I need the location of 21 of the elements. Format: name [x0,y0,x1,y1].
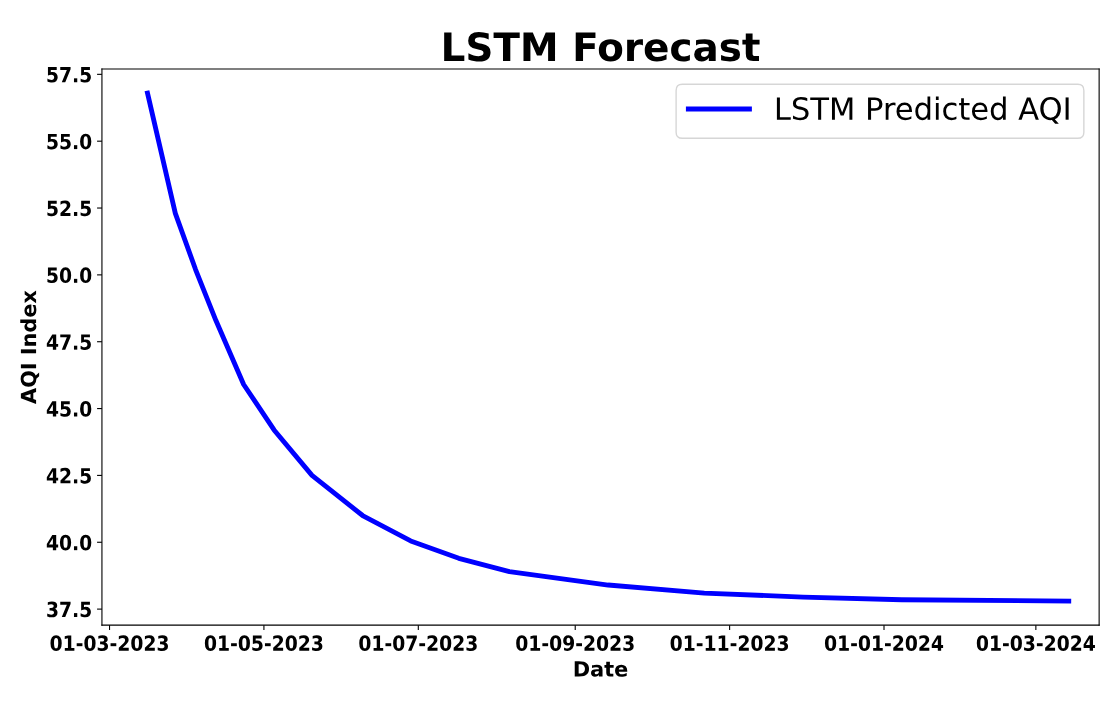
x-tick-label: 01-03-2024 [976,635,1095,651]
y-tick-label: 37.5 [47,601,91,618]
chart-title: LSTM Forecast [444,32,760,62]
x-tick-label: 01-05-2023 [204,635,323,651]
y-tick-label: 57.5 [47,67,91,83]
x-tick-label: 01-11-2023 [670,635,789,651]
y-tick-label: 42.5 [46,467,91,484]
y-tick-label: 52.5 [47,200,91,217]
y-tick-label: 40.0 [46,534,92,551]
y-tick-label: 47.5 [46,334,91,350]
legend-label: LSTM Predicted AQI [776,96,1069,124]
x-tick-label: 01-07-2023 [359,635,477,651]
y-axis-title: AQI Index [20,290,40,404]
y-tick-label: 50.0 [47,267,92,284]
line-series [145,90,1072,604]
y-tick-label: 45.0 [46,401,92,417]
x-axis-title: Date [574,661,628,677]
x-tick-label: 01-01-2024 [824,635,944,651]
x-tick-label: 01-09-2023 [516,635,634,651]
x-tick-label: 01-03-2023 [50,635,168,651]
y-tick-label: 55.0 [47,133,92,150]
